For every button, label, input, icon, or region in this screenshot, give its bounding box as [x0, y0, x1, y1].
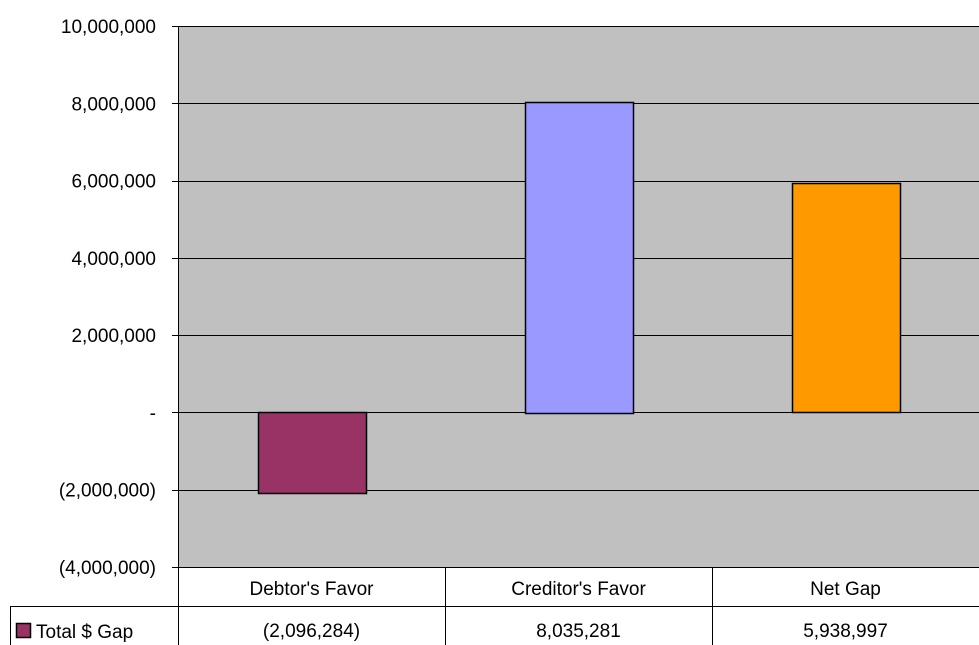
- bars: [257, 101, 902, 495]
- y-tick-label: 2,000,000: [71, 326, 156, 347]
- legend-swatch: [15, 622, 32, 639]
- data-table: Debtor's Favor (2,096,284) Creditor's Favo…: [10, 567, 979, 645]
- bar: [524, 101, 635, 415]
- y-tick-label: 8,000,000: [71, 94, 156, 115]
- y-tick-label: (4,000,000): [59, 558, 156, 579]
- y-tick-label: 4,000,000: [71, 249, 156, 270]
- category-label: Debtor's Favor: [249, 579, 374, 600]
- y-tick-label: 6,000,000: [71, 172, 156, 193]
- axes: [172, 26, 179, 568]
- category-label: Net Gap: [810, 579, 881, 600]
- bar: [791, 182, 902, 414]
- value-label: 8,035,281: [536, 621, 621, 642]
- value-label: (2,096,284): [263, 621, 360, 642]
- y-tick-labels: (4,000,000) (2,000,000) - 2,000,000 4,000,00…: [59, 17, 156, 579]
- legend-label: Total $ Gap: [36, 622, 133, 643]
- category-label: Creditor's Favor: [511, 579, 646, 600]
- bar: [257, 411, 368, 495]
- y-tick-label: (2,000,000): [59, 481, 156, 502]
- y-tick-label: 10,000,000: [61, 17, 156, 38]
- value-label: 5,938,997: [803, 621, 888, 642]
- y-tick-label: -: [150, 403, 156, 424]
